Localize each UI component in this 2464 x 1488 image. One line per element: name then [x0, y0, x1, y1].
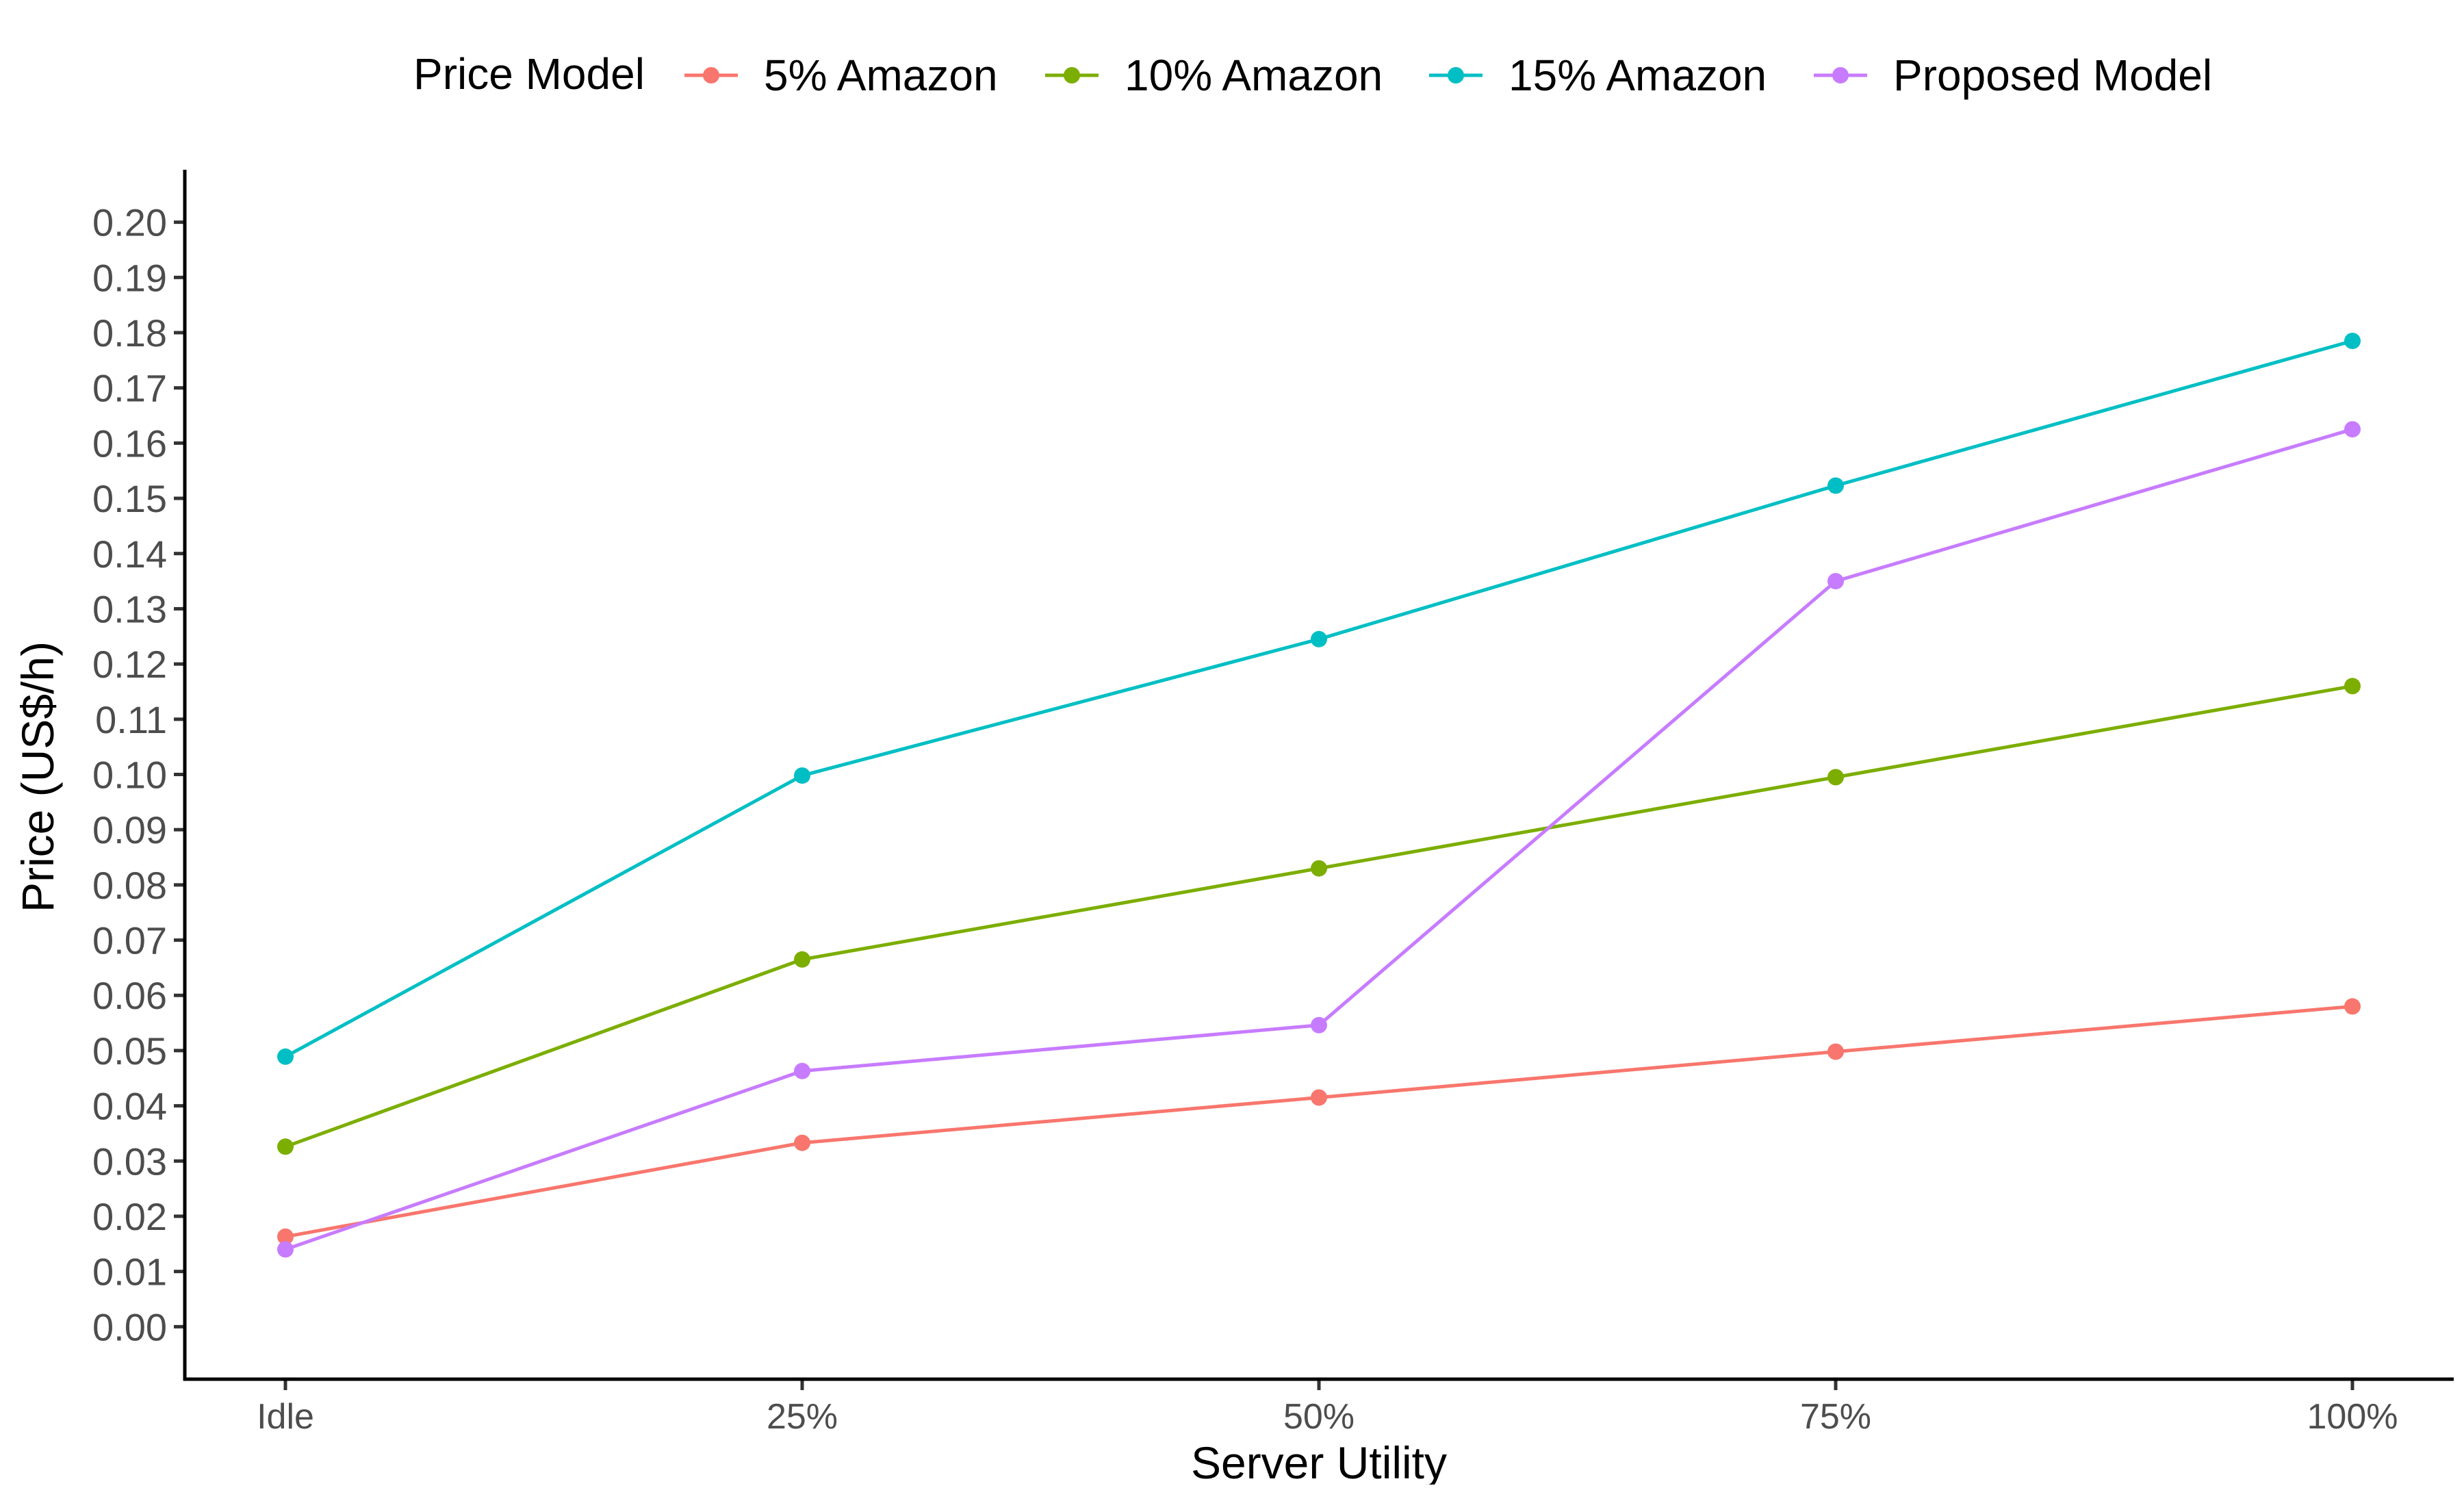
data-point-15-amazon	[1311, 630, 1327, 647]
y-tick-label: 0.01	[92, 1250, 167, 1294]
y-tick-label: 0.00	[92, 1305, 167, 1348]
y-tick-label: 0.05	[92, 1029, 167, 1073]
legend-item-proposed-model: Proposed Model	[1814, 51, 2212, 100]
x-axis-ticks: Idle 25% 50% 75% 100%	[257, 1379, 2398, 1437]
legend-key-point	[703, 67, 719, 84]
y-tick-label: 0.14	[92, 533, 167, 576]
legend-item-5-amazon: 5% Amazon	[684, 51, 998, 100]
data-point-15-amazon	[1827, 477, 1844, 494]
data-point-15-amazon	[2344, 333, 2361, 350]
legend-label: 5% Amazon	[764, 51, 998, 100]
y-tick-label: 0.19	[92, 256, 167, 299]
y-tick-label: 0.08	[92, 864, 167, 907]
y-tick-label: 0.12	[92, 643, 167, 686]
data-point-10-amazon	[1311, 860, 1327, 877]
legend-label: 15% Amazon	[1509, 51, 1767, 100]
y-tick-label: 0.04	[92, 1085, 167, 1128]
y-axis-ticks: 0.00 0.01 0.02 0.03 0.04 0.05 0.06 0.07 0.08 0.09…	[92, 201, 185, 1348]
data-point-5-amazon	[794, 1134, 810, 1151]
y-tick-label: 0.09	[92, 808, 167, 851]
legend-key-point	[1448, 67, 1464, 84]
legend-item-10-amazon: 10% Amazon	[1045, 51, 1383, 100]
y-tick-label: 0.15	[92, 477, 167, 520]
data-point-proposed-model	[1311, 1016, 1327, 1034]
legend-label: Proposed Model	[1893, 51, 2212, 100]
legend-title: Price Model	[413, 49, 645, 99]
data-point-10-amazon	[277, 1138, 294, 1155]
x-axis-title: Server Utility	[1191, 1437, 1447, 1485]
y-axis-title: Price (US$/h)	[12, 641, 63, 912]
legend: Price Model 5% Amazon 10% Amazon 15% Amazo…	[413, 49, 2212, 100]
data-point-15-amazon	[794, 767, 810, 784]
y-tick-label: 0.13	[92, 587, 167, 630]
x-tick-label: 75%	[1800, 1397, 1871, 1437]
data-point-proposed-model	[2344, 421, 2361, 438]
data-point-10-amazon	[1827, 769, 1844, 786]
x-tick-label: 25%	[767, 1397, 838, 1437]
data-point-proposed-model	[277, 1241, 294, 1258]
series-5-amazon	[277, 998, 2361, 1245]
data-point-10-amazon	[2344, 678, 2361, 695]
legend-key-point	[1064, 67, 1080, 84]
series-proposed-model	[277, 421, 2361, 1258]
legend-item-15-amazon: 15% Amazon	[1429, 51, 1767, 100]
x-tick-label: 100%	[2307, 1397, 2398, 1437]
data-point-5-amazon	[1827, 1043, 1844, 1060]
y-tick-label: 0.10	[92, 754, 167, 797]
data-point-10-amazon	[794, 951, 810, 968]
data-point-5-amazon	[2344, 998, 2361, 1015]
y-tick-label: 0.06	[92, 974, 167, 1017]
x-tick-label: 50%	[1283, 1397, 1355, 1437]
series-10-amazon	[277, 678, 2361, 1155]
data-point-15-amazon	[277, 1048, 294, 1065]
y-tick-label: 0.17	[92, 367, 167, 410]
legend-key-point	[1832, 67, 1849, 84]
data-point-proposed-model	[1827, 573, 1844, 590]
x-tick-label: Idle	[257, 1397, 314, 1437]
y-tick-label: 0.02	[92, 1195, 167, 1238]
plot-area: 0.00 0.01 0.02 0.03 0.04 0.05 0.06 0.07 0.08 0.09…	[92, 170, 2454, 1437]
y-tick-label: 0.18	[92, 311, 167, 355]
series-15-amazon	[277, 333, 2361, 1065]
legend-items: 5% Amazon 10% Amazon 15% Amazon Proposed Mo…	[684, 51, 2212, 100]
y-tick-label: 0.20	[92, 201, 167, 244]
data-point-5-amazon	[277, 1228, 294, 1245]
series-layer	[277, 333, 2361, 1258]
data-point-proposed-model	[794, 1062, 810, 1079]
y-tick-label: 0.07	[92, 919, 167, 962]
y-tick-label: 0.11	[95, 698, 167, 741]
y-tick-label: 0.03	[92, 1140, 167, 1183]
data-point-5-amazon	[1311, 1089, 1327, 1106]
legend-label: 10% Amazon	[1125, 51, 1383, 100]
y-tick-label: 0.16	[92, 422, 167, 465]
